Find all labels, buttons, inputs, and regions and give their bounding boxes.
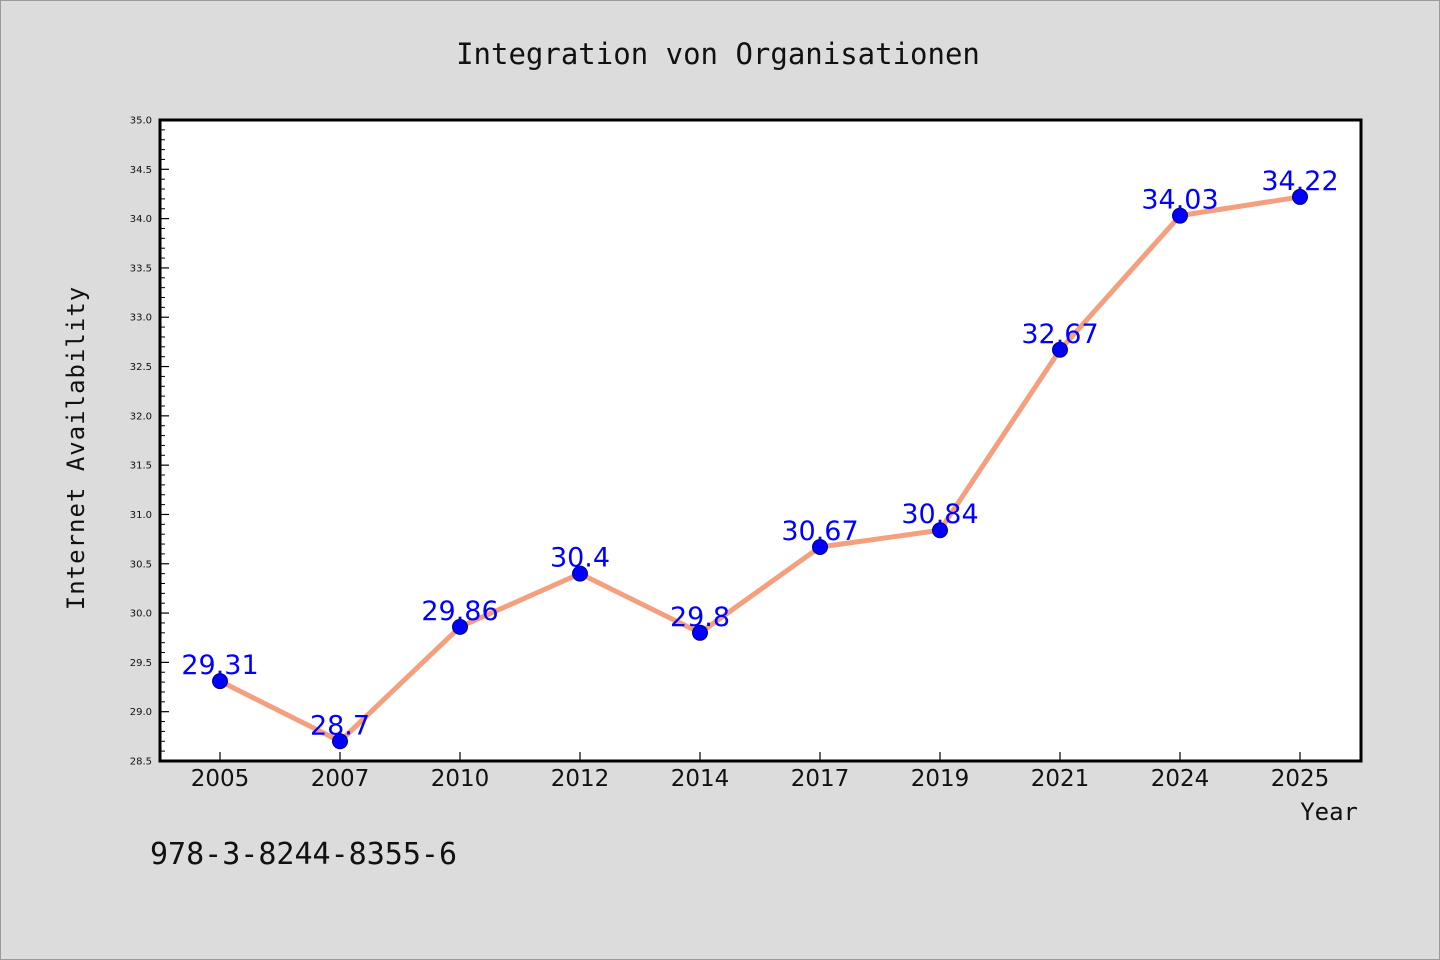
y-tick-label: 29.0 bbox=[130, 707, 152, 718]
data-point bbox=[212, 673, 228, 690]
series-layer: 29.31 28.7 29.86 30.4 29.8 30.67 30.84 32.67 34.… bbox=[181, 166, 1339, 750]
x-tick-label: 2024 bbox=[1151, 766, 1210, 792]
data-point bbox=[932, 522, 948, 539]
data-point bbox=[692, 624, 708, 641]
data-point bbox=[1292, 188, 1308, 205]
x-tick-label: 2019 bbox=[911, 766, 970, 792]
data-label: 34.03 bbox=[1141, 185, 1218, 216]
x-tick-label: 2014 bbox=[671, 766, 730, 792]
data-point bbox=[812, 539, 828, 556]
data-label: 28.7 bbox=[310, 710, 370, 741]
y-tick-label: 35.0 bbox=[130, 116, 152, 127]
plot-area bbox=[160, 120, 1361, 761]
y-tick-label: 29.5 bbox=[130, 658, 152, 669]
x-tick-label: 2012 bbox=[551, 766, 610, 792]
y-tick-label: 28.5 bbox=[130, 757, 152, 768]
isbn-annotation: 978-3-8244-8355-6 bbox=[150, 837, 457, 872]
y-tick-label: 31.0 bbox=[130, 510, 152, 521]
data-label: 32.67 bbox=[1021, 319, 1098, 350]
y-tick-label: 33.5 bbox=[130, 263, 152, 274]
x-tick-label: 2025 bbox=[1271, 766, 1330, 792]
data-label: 30.4 bbox=[550, 543, 610, 574]
series-line bbox=[217, 194, 1303, 744]
y-tick-label: 30.5 bbox=[130, 559, 152, 570]
x-tick-label: 2007 bbox=[311, 766, 370, 792]
data-label: 30.67 bbox=[781, 516, 858, 547]
x-tick-label: 2010 bbox=[431, 766, 490, 792]
data-point bbox=[572, 565, 588, 582]
data-label: 29.86 bbox=[421, 596, 498, 627]
data-point bbox=[332, 733, 348, 750]
x-tick-label: 2005 bbox=[191, 766, 250, 792]
y-tick-label: 34.5 bbox=[130, 165, 152, 176]
data-label: 29.8 bbox=[670, 602, 730, 633]
x-axis-label: Year bbox=[1300, 798, 1358, 826]
data-label: 30.84 bbox=[901, 499, 978, 530]
y-tick-label: 30.0 bbox=[130, 609, 152, 620]
y-axis-label: Internet Availability bbox=[62, 286, 90, 610]
data-label: 34.22 bbox=[1261, 166, 1338, 197]
y-tick-label: 34.0 bbox=[130, 214, 152, 225]
plot-border bbox=[158, 118, 1363, 763]
y-tick-label: 32.5 bbox=[130, 362, 152, 373]
x-tick-label: 2017 bbox=[791, 766, 850, 792]
data-point bbox=[452, 618, 468, 635]
data-point bbox=[1052, 341, 1068, 358]
data-label: 29.31 bbox=[181, 650, 258, 681]
data-point bbox=[1172, 207, 1188, 224]
y-tick-label: 33.0 bbox=[130, 313, 152, 324]
chart-title: Integration von Organisationen bbox=[456, 37, 980, 71]
x-axis: 2005 2007 2010 2012 2014 2017 2019 2021 2024 2025 bbox=[191, 752, 1330, 792]
x-tick-label: 2021 bbox=[1031, 766, 1090, 792]
y-tick-label: 32.0 bbox=[130, 411, 152, 422]
y-tick-label: 31.5 bbox=[130, 461, 152, 472]
